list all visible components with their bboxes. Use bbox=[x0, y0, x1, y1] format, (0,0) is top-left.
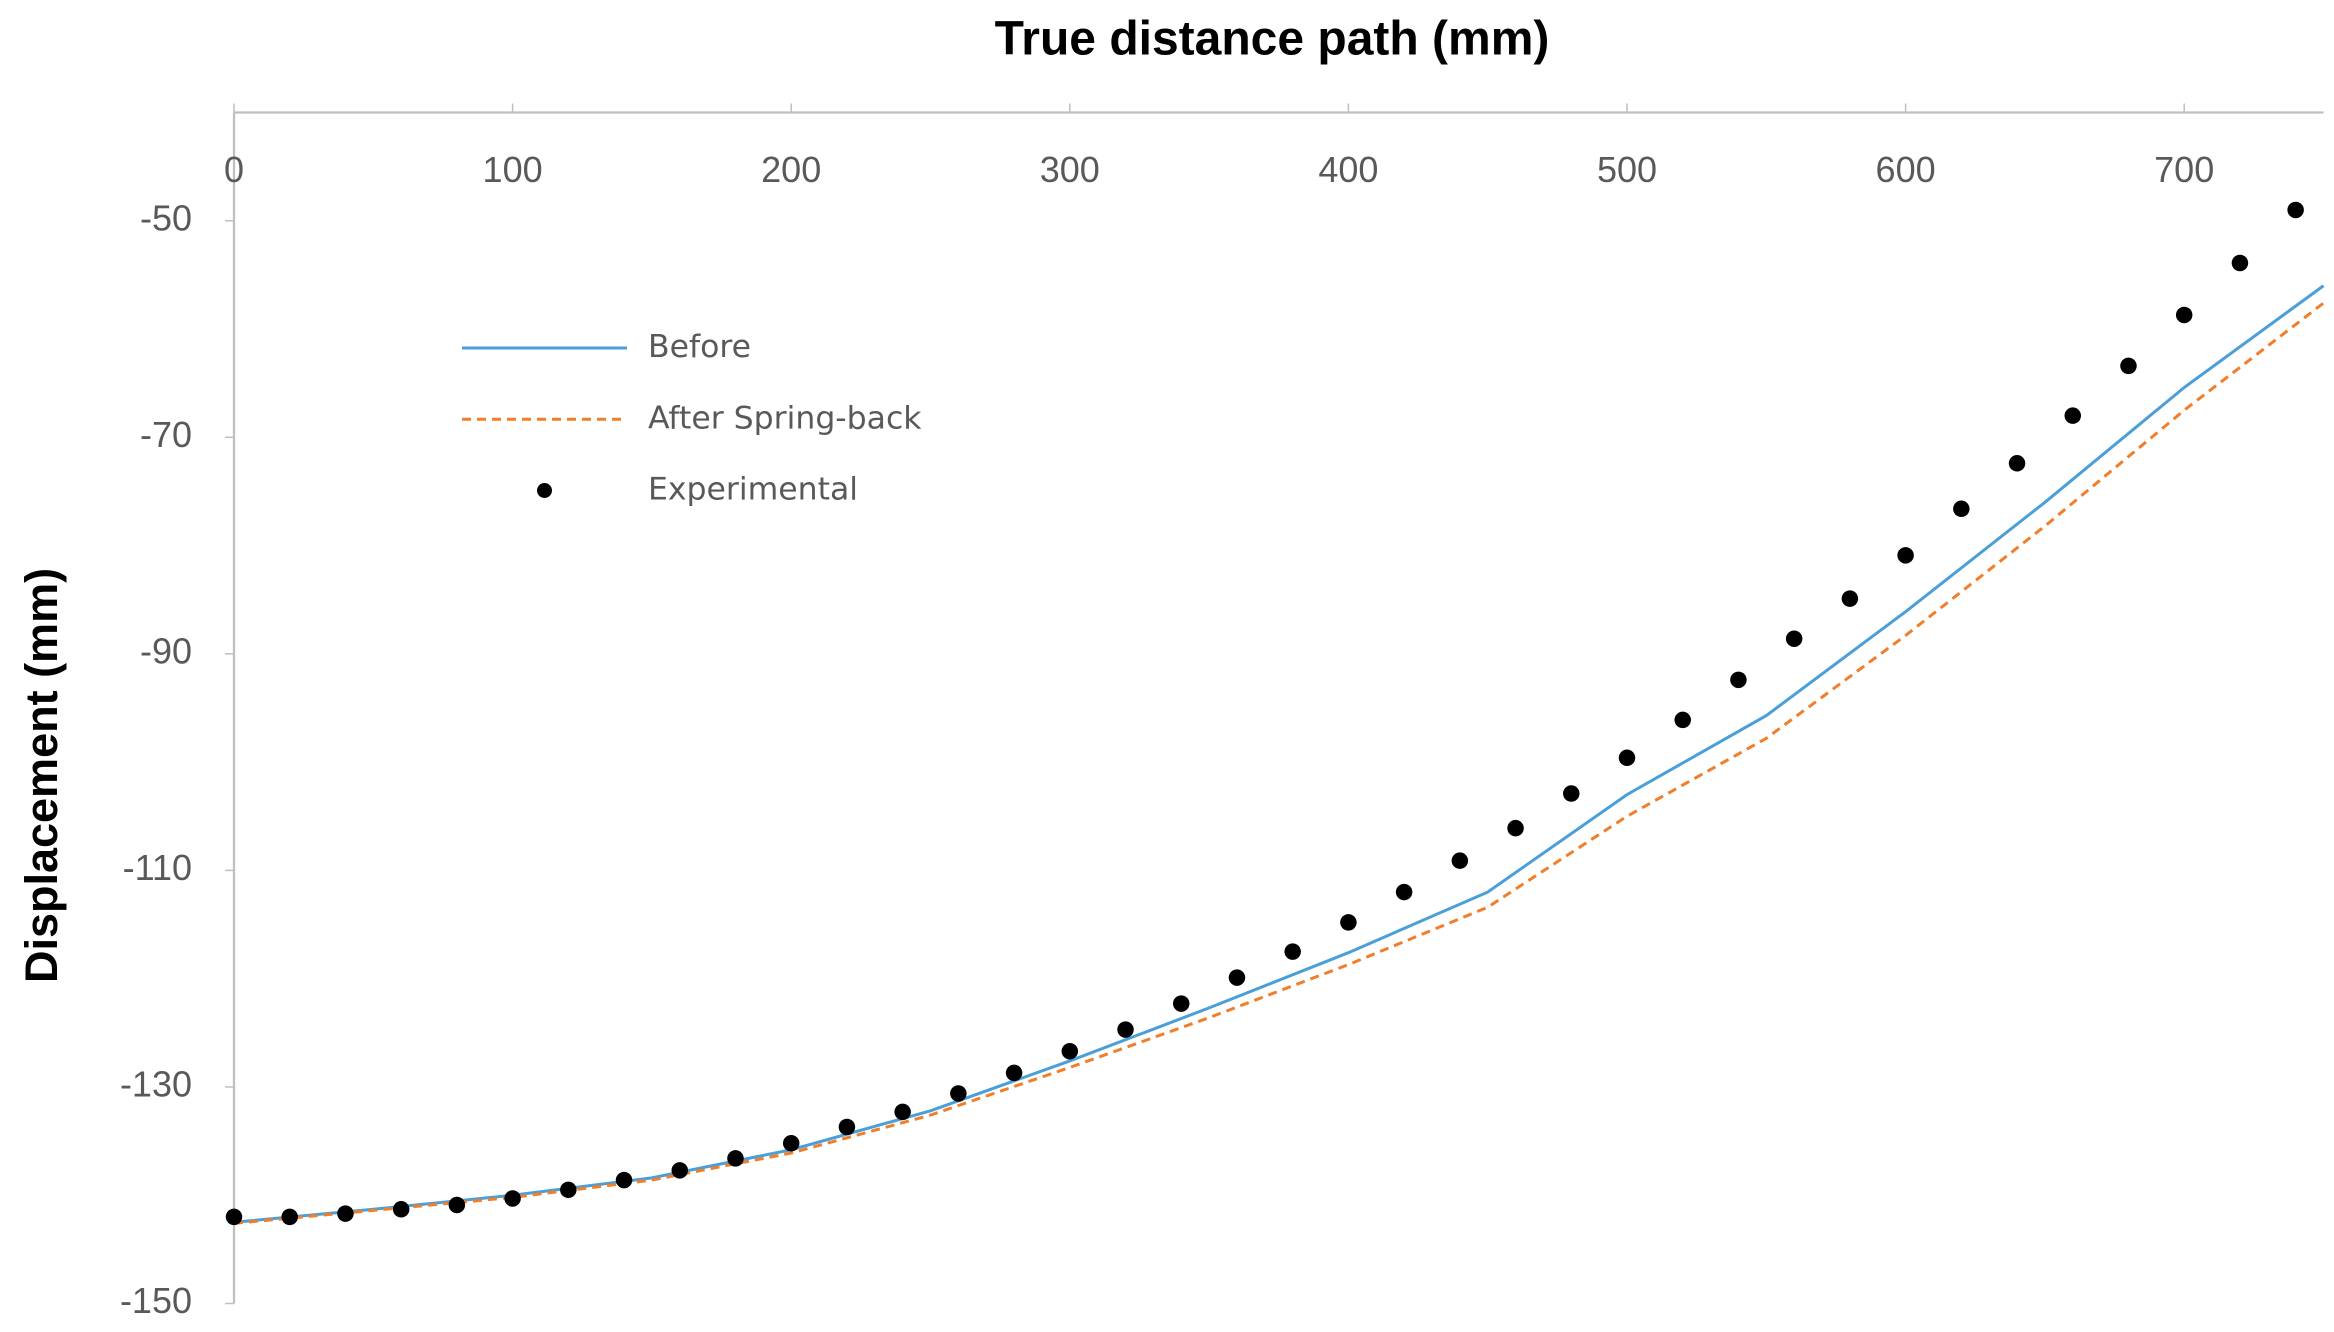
data-point bbox=[1507, 819, 1524, 837]
data-point bbox=[392, 1201, 410, 1218]
x-tick-label: 200 bbox=[761, 149, 821, 190]
data-point bbox=[1284, 943, 1301, 960]
data-point bbox=[1953, 500, 1970, 518]
data-point bbox=[1618, 749, 1636, 767]
data-point bbox=[2064, 407, 2082, 424]
legend-label: Before bbox=[648, 329, 751, 365]
data-point bbox=[1172, 995, 1190, 1012]
data-point bbox=[838, 1118, 856, 1136]
data-point bbox=[1785, 630, 1803, 647]
data-point bbox=[1005, 1064, 1023, 1082]
data-point bbox=[727, 1150, 744, 1167]
data-point bbox=[782, 1135, 800, 1152]
data-point bbox=[2008, 455, 2026, 472]
legend-marker bbox=[537, 483, 552, 498]
y-tick-label: -110 bbox=[123, 847, 192, 888]
data-point bbox=[281, 1208, 298, 1226]
data-point bbox=[615, 1171, 633, 1189]
x-tick-label: 100 bbox=[483, 149, 543, 190]
data-point bbox=[1451, 852, 1469, 869]
data-point bbox=[671, 1162, 689, 1179]
data-point bbox=[2231, 254, 2249, 272]
data-point bbox=[1340, 914, 1357, 931]
y-tick-label: -130 bbox=[120, 1063, 192, 1104]
data-point bbox=[894, 1103, 911, 1121]
y-axis-label: Displacement (mm) bbox=[16, 568, 67, 983]
data-point bbox=[337, 1205, 354, 1222]
x-tick-label: 300 bbox=[1040, 149, 1100, 190]
data-point bbox=[1395, 883, 1413, 901]
legend-label: After Spring-back bbox=[648, 400, 922, 436]
series-line bbox=[233, 284, 2325, 1224]
data-point bbox=[225, 1208, 243, 1226]
x-tick-label: 700 bbox=[2154, 149, 2214, 190]
data-point bbox=[1117, 1021, 1134, 1038]
data-point bbox=[1563, 785, 1580, 802]
data-point bbox=[2175, 306, 2193, 324]
y-tick-label: -50 bbox=[140, 197, 192, 238]
x-tick-label: 600 bbox=[1876, 149, 1936, 190]
data-point bbox=[2287, 201, 2304, 219]
data-point bbox=[1674, 711, 1691, 729]
data-point bbox=[448, 1196, 466, 1214]
chart-title: True distance path (mm) bbox=[995, 13, 1550, 66]
y-tick-label: -90 bbox=[140, 630, 192, 671]
series-line bbox=[233, 301, 2325, 1225]
data-point bbox=[1228, 969, 1246, 986]
data-point bbox=[1841, 590, 1859, 607]
y-tick-label: -70 bbox=[140, 414, 192, 455]
x-tick-label: 0 bbox=[224, 149, 244, 190]
x-tick-label: 400 bbox=[1318, 149, 1378, 190]
data-point bbox=[950, 1085, 967, 1102]
data-point bbox=[2120, 357, 2137, 375]
data-point bbox=[1897, 547, 1914, 564]
x-tick-label: 500 bbox=[1597, 149, 1657, 190]
data-point bbox=[504, 1190, 521, 1207]
y-tick-label: -150 bbox=[120, 1280, 192, 1321]
data-point bbox=[1061, 1042, 1079, 1060]
data-point bbox=[560, 1181, 577, 1199]
data-point bbox=[1730, 671, 1747, 689]
legend-label: Experimental bbox=[648, 472, 858, 508]
